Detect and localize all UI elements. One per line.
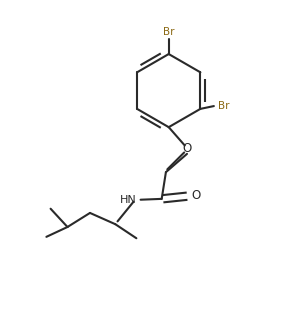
Text: O: O <box>192 189 201 202</box>
Text: Br: Br <box>163 27 174 37</box>
Text: HN: HN <box>120 195 136 205</box>
Text: O: O <box>182 142 192 155</box>
Text: Br: Br <box>218 100 229 110</box>
